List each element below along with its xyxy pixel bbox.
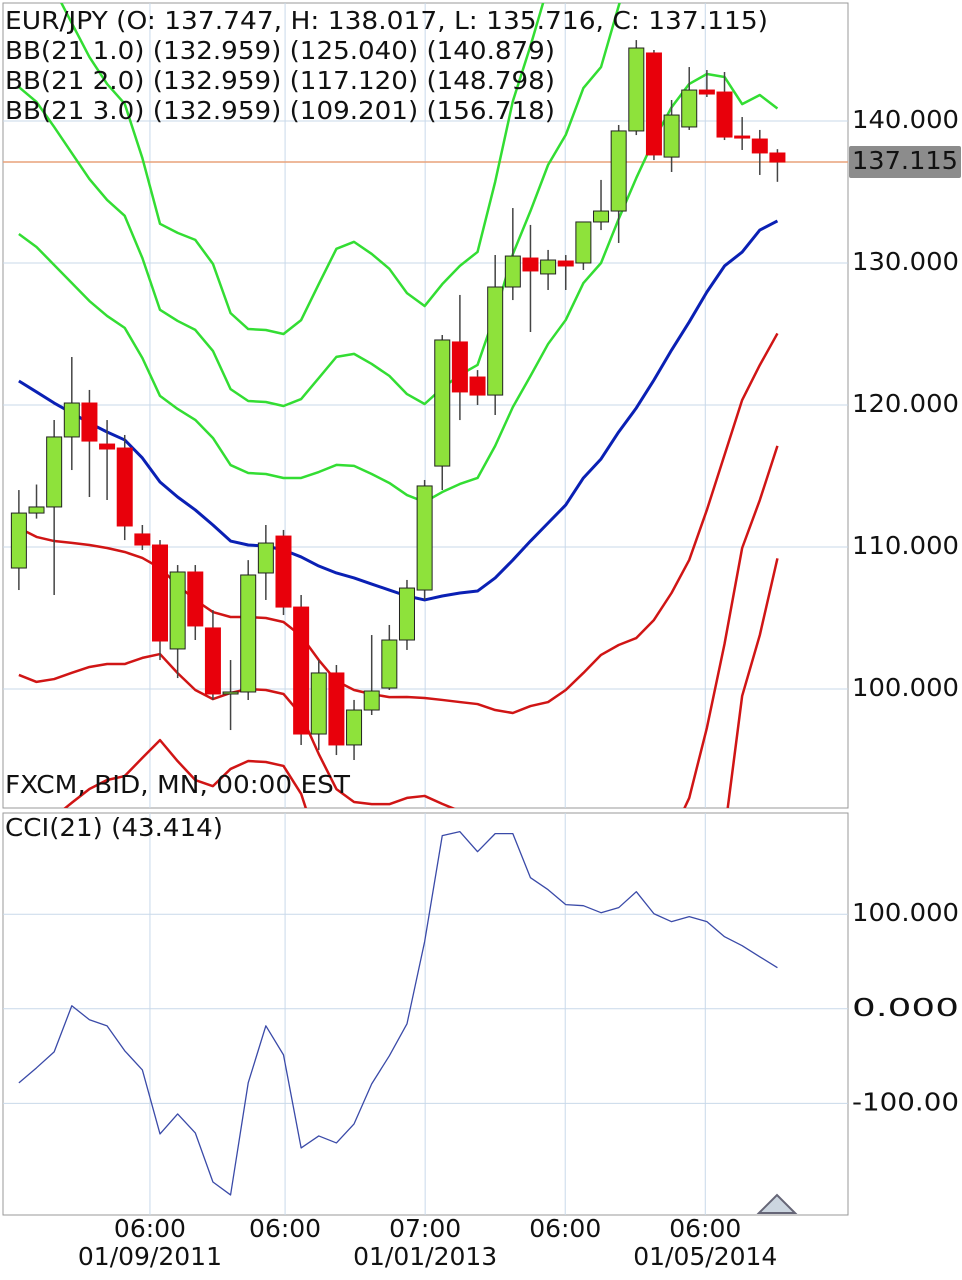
candle-body xyxy=(451,341,468,393)
candle-body xyxy=(381,639,398,689)
candle-body xyxy=(46,436,63,508)
price-tag xyxy=(849,145,961,178)
band-legend: BB(21 3.0) (132.959) (109.201) (156.718) xyxy=(5,96,555,125)
candle-body xyxy=(416,485,433,591)
y-tick-label: 130.000 xyxy=(852,247,959,276)
candle-body xyxy=(610,130,627,212)
candle-body xyxy=(557,260,574,267)
chart-title: EUR/JPY (O: 137.747, H: 138.017, L: 135.… xyxy=(5,6,768,35)
candle-body xyxy=(469,376,486,396)
x-tick-label: 06:00 xyxy=(669,1214,741,1243)
candle-body xyxy=(81,402,98,442)
candle-body xyxy=(204,627,221,695)
candle-body xyxy=(681,89,698,128)
candle-body xyxy=(628,47,645,132)
y-tick-label: 0.000 xyxy=(852,993,959,1022)
candle-body xyxy=(663,114,680,158)
y-tick-label: 120.000 xyxy=(852,389,959,418)
candle-body xyxy=(434,339,451,467)
candle-body xyxy=(575,221,592,264)
x-tick-label: 07:00 xyxy=(389,1214,461,1243)
band-legend: BB(21 2.0) (132.959) (117.120) (148.798) xyxy=(5,66,555,95)
candle-body xyxy=(275,535,292,608)
candle-body xyxy=(363,690,380,711)
cci-title: CCI(21) (43.414) xyxy=(5,813,223,842)
candle-body xyxy=(398,587,415,641)
candle-body xyxy=(716,91,733,138)
y-tick-label: -100.00 xyxy=(852,1087,959,1116)
band-legend: BB(21 1.0) (132.959) (125.040) (140.879) xyxy=(5,36,555,65)
y-tick-label: 100.000 xyxy=(852,898,959,927)
candle-body xyxy=(99,443,116,450)
middle-band xyxy=(18,219,779,602)
candle-body xyxy=(751,138,768,154)
candle-body xyxy=(645,52,662,156)
candle-body xyxy=(257,542,274,574)
candle-body xyxy=(504,255,521,288)
candle-body xyxy=(734,135,751,139)
x-tick-label: 06:00 xyxy=(249,1214,321,1243)
y-tick-label: 100.000 xyxy=(852,673,959,702)
price-tag-label: 137.115 xyxy=(852,146,958,175)
lower-band xyxy=(63,558,779,808)
candle-body xyxy=(540,259,557,275)
y-tick-label: 110.000 xyxy=(852,531,959,560)
y-tick-label: 140.000 xyxy=(852,105,959,134)
x-tick-date: 01/05/2014 xyxy=(633,1242,777,1271)
candle-body xyxy=(346,709,363,746)
candle-body xyxy=(293,606,310,735)
candle-body xyxy=(328,672,345,746)
candle-body xyxy=(10,512,27,569)
x-tick-date: 01/01/2013 xyxy=(353,1242,497,1271)
candle-body xyxy=(310,672,327,735)
candle-body xyxy=(152,544,169,642)
x-tick-label: 06:00 xyxy=(529,1214,601,1243)
candle-body xyxy=(63,402,80,438)
scroll-button[interactable] xyxy=(756,1193,798,1214)
candle-body xyxy=(28,506,45,514)
candle-body xyxy=(769,152,786,163)
candle-body xyxy=(593,210,610,223)
upper-band xyxy=(18,3,621,408)
candle-body xyxy=(169,571,186,650)
feed-note: FXCM, BID, MN, 00:00 EST xyxy=(5,770,351,799)
x-tick-label: 06:00 xyxy=(114,1214,186,1243)
lower-band xyxy=(18,445,779,808)
candle-body xyxy=(698,89,715,95)
candle-body xyxy=(240,574,257,693)
candle-body xyxy=(187,571,204,627)
candle-body xyxy=(116,447,133,527)
upper-band xyxy=(59,3,545,336)
lower-band xyxy=(18,332,779,715)
candle-body xyxy=(487,286,504,396)
x-tick-date: 01/09/2011 xyxy=(78,1242,222,1271)
candle-body xyxy=(134,533,151,546)
cci-line xyxy=(18,830,778,1196)
candle-body xyxy=(522,257,539,272)
candle-body xyxy=(222,691,239,695)
